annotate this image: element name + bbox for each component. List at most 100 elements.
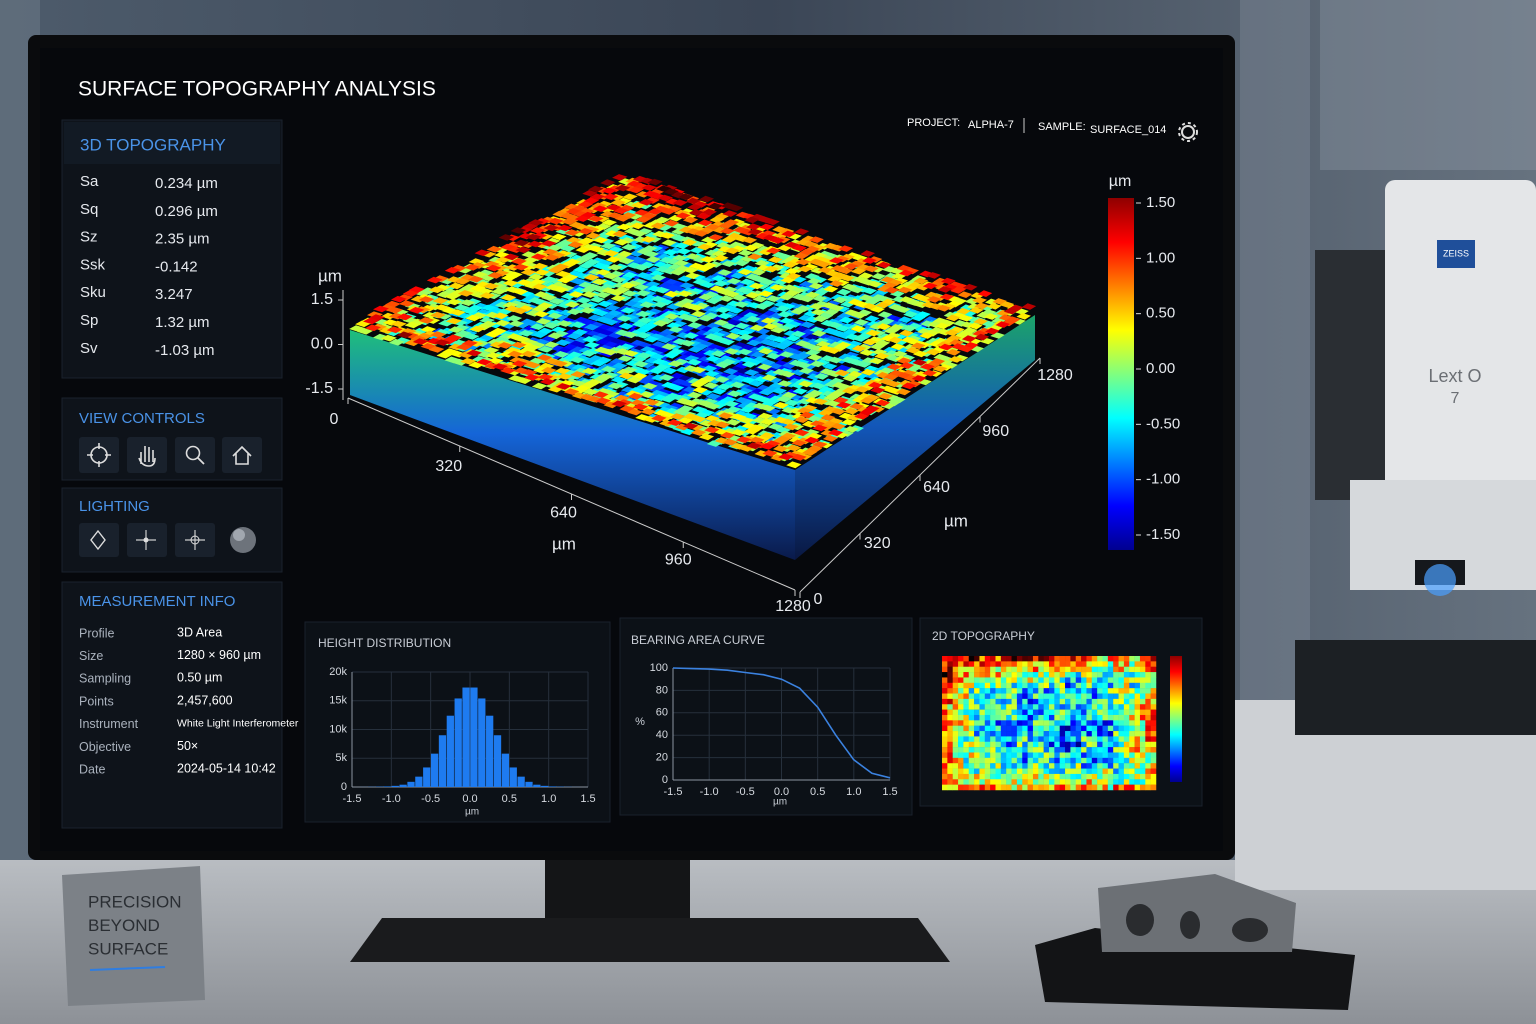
surface-cell [591, 278, 608, 286]
home-button[interactable] [222, 437, 262, 473]
map-cell [1102, 682, 1109, 689]
surface-cell [935, 322, 950, 330]
map-cell [1059, 757, 1066, 764]
settings-button[interactable] [1178, 122, 1198, 142]
map-cell [1070, 688, 1076, 694]
surface-cell [588, 185, 604, 193]
surface-cell [746, 223, 762, 230]
map-cell [1081, 736, 1087, 742]
map-cell [990, 736, 996, 742]
surface-cell [420, 326, 437, 333]
surface-cell [501, 274, 517, 282]
map-cell [1129, 693, 1135, 700]
map-cell [1011, 741, 1018, 748]
surface-cell [958, 345, 974, 353]
surface-cell [704, 426, 720, 434]
surface-cell [715, 421, 731, 429]
surface-cell [862, 338, 878, 346]
map-cell [984, 672, 991, 678]
map-cell [1049, 698, 1055, 705]
colorbar [1108, 198, 1134, 550]
surface-cell [780, 276, 796, 284]
surface-cell [492, 312, 509, 320]
map-cell [968, 672, 975, 678]
map-cell [1038, 688, 1044, 694]
histogram-bar [399, 784, 407, 787]
map-cell [947, 693, 953, 700]
map-cell [1075, 768, 1082, 775]
rotate-button[interactable] [79, 437, 119, 473]
map-cell [1145, 672, 1151, 678]
map-cell [1006, 768, 1012, 775]
map-cell [979, 714, 986, 721]
map-cell [963, 784, 969, 791]
map-cell [1145, 661, 1151, 667]
map-cell [1081, 725, 1087, 732]
map-cell [1022, 661, 1028, 667]
map-cell [1049, 763, 1055, 769]
map-cell [1113, 747, 1119, 753]
light-left-button[interactable] [127, 523, 167, 557]
map-cell [995, 741, 1002, 748]
surface-cell [941, 277, 956, 285]
surface-cell [699, 420, 715, 427]
map-cell [990, 698, 996, 705]
light-sphere-button[interactable] [230, 527, 256, 553]
map-cell [1065, 682, 1071, 689]
histogram-bar [548, 786, 557, 787]
surface-cell [899, 362, 915, 369]
map-cell [1016, 661, 1023, 667]
map-cell [1049, 693, 1055, 700]
surface-cell [838, 245, 854, 252]
surface-cell [748, 380, 764, 387]
surface-cell [945, 314, 961, 322]
zoom-button[interactable] [175, 437, 215, 473]
map-cell [952, 747, 959, 753]
surface-cell [718, 295, 734, 302]
histogram-bar [446, 715, 454, 787]
desk-sign [62, 866, 205, 1006]
map-cell [1043, 688, 1050, 694]
light-top-button[interactable] [79, 523, 119, 557]
surface-cell [838, 267, 853, 275]
map-cell [1091, 709, 1098, 716]
map-cell [1011, 768, 1018, 775]
surface-cell [771, 387, 787, 395]
map-cell [1059, 672, 1066, 678]
surface-cell [518, 329, 534, 337]
pan-button[interactable] [127, 437, 167, 473]
surface-cell [521, 369, 538, 376]
map-cell [1070, 725, 1076, 732]
map-cell [1113, 693, 1119, 700]
map-cell [1000, 714, 1007, 721]
map-cell [1059, 725, 1066, 732]
map-cell [995, 693, 1002, 700]
surface-cell [747, 253, 763, 260]
map-cell [1139, 698, 1146, 705]
map-cell [1086, 725, 1093, 732]
map-cell [1107, 666, 1114, 673]
x-tick-label: -0.5 [736, 786, 755, 798]
map-cell [1139, 779, 1146, 785]
map-cell [984, 709, 991, 716]
surface-cell [792, 387, 808, 395]
map-cell [1129, 773, 1135, 780]
surface-cell [898, 269, 914, 277]
map-cell [1086, 773, 1093, 780]
light-right-button[interactable] [175, 523, 215, 557]
map-cell [974, 672, 980, 678]
panel-title: 3D TOPOGRAPHY [80, 135, 226, 154]
colorbar-tick-label: 0.50 [1146, 305, 1175, 322]
surface-cell [925, 348, 941, 356]
map-cell [1070, 698, 1076, 705]
map-cell [958, 672, 964, 678]
surface-cell [512, 307, 528, 315]
map-cell [979, 682, 986, 689]
y-axis-label: % [635, 716, 645, 728]
surface-cell [430, 331, 447, 338]
map-cell [979, 688, 986, 694]
surface-cell [709, 216, 725, 223]
map-cell [1113, 677, 1119, 684]
surface-cell [794, 416, 810, 423]
surface-cell [777, 380, 793, 387]
